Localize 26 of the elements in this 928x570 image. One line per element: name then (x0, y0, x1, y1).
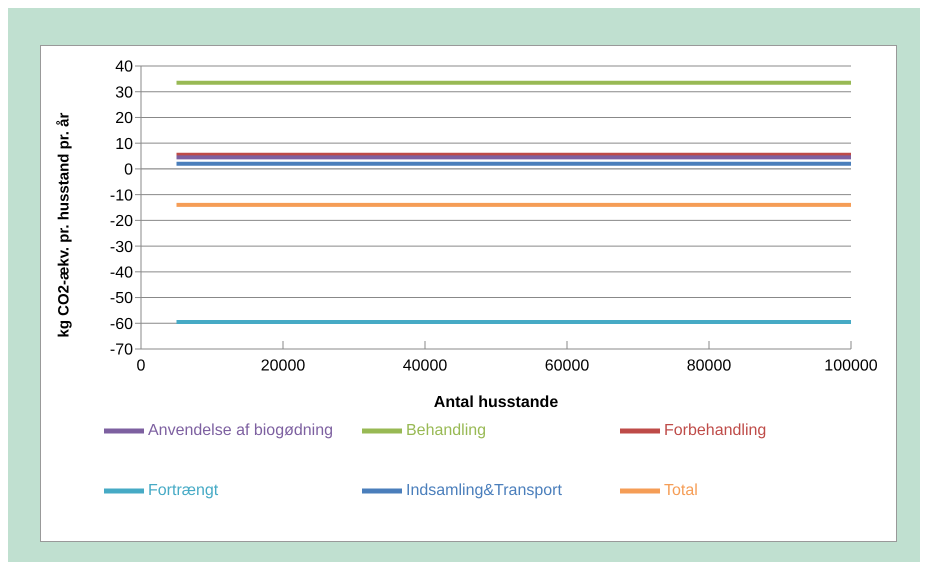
y-tick-label: 20 (115, 110, 134, 128)
y-tick-label: -20 (110, 213, 134, 230)
y-tick-label: 10 (115, 136, 134, 153)
y-tick-label: -10 (110, 187, 134, 204)
y-tick-label: 0 (124, 162, 134, 179)
y-tick-label: -50 (110, 290, 134, 308)
legend-label: Indsamling&Transport (406, 482, 562, 500)
legend-label: Total (664, 482, 698, 500)
x-tick-label: 60000 (544, 357, 590, 374)
y-axis-title: kg CO2-ækv. pr. husstand pr. år (55, 112, 72, 338)
y-tick-label: 40 (115, 58, 134, 76)
x-tick-label: 20000 (260, 357, 306, 374)
x-tick-label: 40000 (402, 357, 448, 374)
y-tick-label: -40 (110, 264, 134, 282)
x-tick-label: 0 (136, 357, 146, 374)
y-tick-label: -60 (110, 316, 134, 333)
y-tick-label: 30 (115, 84, 134, 102)
x-tick-label: 100000 (824, 357, 878, 374)
legend-label: Anvendelse af biogødning (148, 422, 334, 440)
legend-label: Behandling (406, 422, 486, 440)
legend-label: Forbehandling (664, 422, 766, 440)
x-tick-label: 80000 (686, 357, 732, 374)
legend-label: Fortrængt (148, 482, 218, 500)
y-tick-label: -70 (110, 342, 134, 359)
y-tick-label: -30 (110, 238, 134, 256)
x-axis-title: Antal husstande (434, 394, 558, 411)
